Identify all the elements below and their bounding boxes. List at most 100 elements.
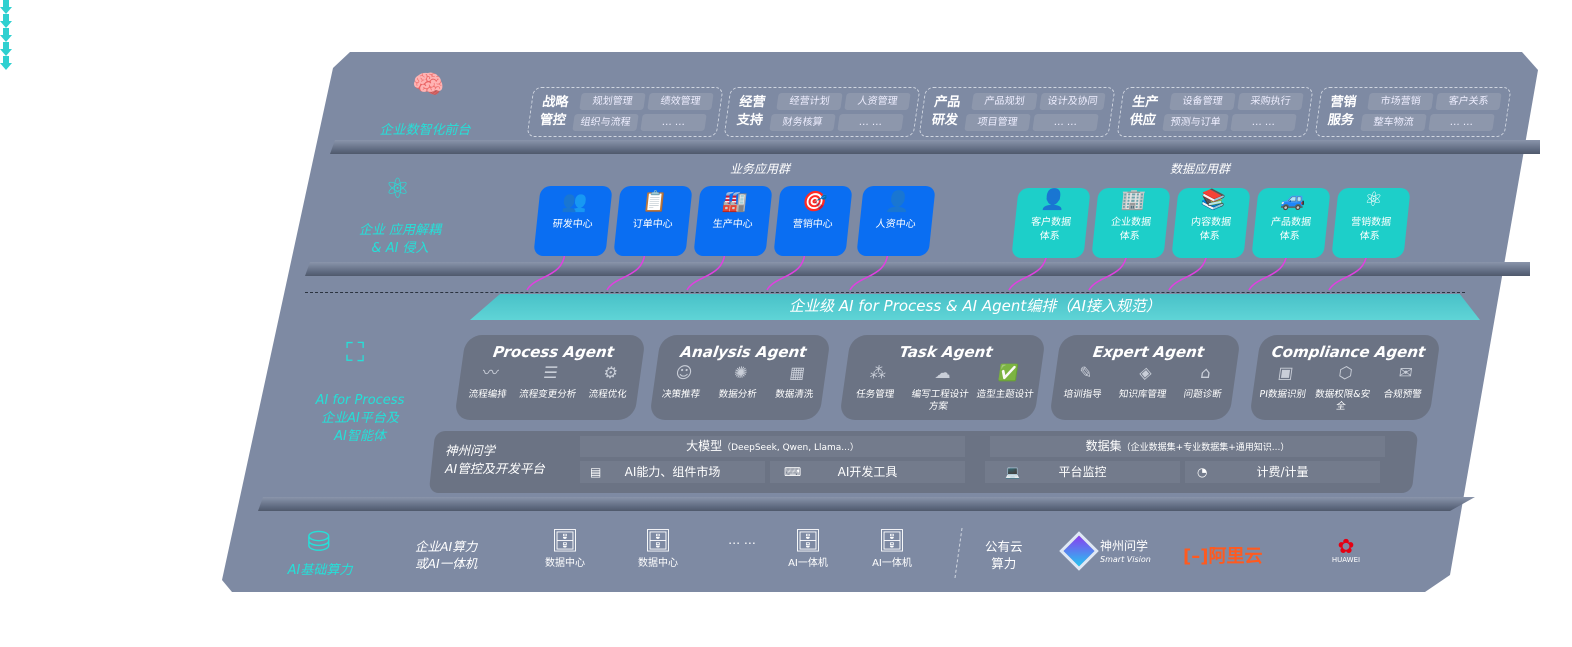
down-arrow-icon xyxy=(0,0,12,14)
compute-item: 🗄 AI一体机 xyxy=(778,529,838,570)
platform-title: 神州问学 AI管控及开发平台 xyxy=(445,442,545,478)
agent-name: Analysis Agent xyxy=(679,343,808,361)
label-line: AI智能体 xyxy=(334,429,386,444)
data-app-card[interactable]: 🏢 企业数据体系 xyxy=(1091,187,1171,258)
compute-item: … … xyxy=(712,533,772,547)
compute-item: 🗄 数据中心 xyxy=(535,530,595,570)
agent-card[interactable]: Analysis Agent ☺ 决策推荐 ✺ 数据分析 ▦ 数据清洗 xyxy=(649,335,831,420)
smartvision-text: 神州问学 Smart Vision xyxy=(1100,539,1151,567)
server-icon: 🗄 xyxy=(794,529,822,554)
layer-label-apps: 企业 应用解耦 & AI 侵入 xyxy=(345,222,455,258)
agent-name: Task Agent xyxy=(898,343,994,361)
dashed-separator xyxy=(305,292,1465,293)
llm-bar: 大模型（DeepSeek, Qwen, Llama...） xyxy=(580,436,965,457)
agent-capability[interactable]: ✎ 培训指导 xyxy=(1052,363,1116,401)
vendor-name: 神州问学 xyxy=(1100,539,1149,553)
front-group-item[interactable]: 绩效管理 xyxy=(647,93,714,110)
front-group-item[interactable]: … … xyxy=(1230,114,1297,131)
front-group-item[interactable]: 客户关系 xyxy=(1435,93,1502,110)
dataset-label: 数据集 xyxy=(1085,439,1122,453)
biz-app-card[interactable]: 👤 人资中心 xyxy=(856,186,936,256)
agent-capability[interactable]: ⁂ 任务管理 xyxy=(840,363,911,413)
agent-capability[interactable]: ◈ 知识库管理 xyxy=(1112,363,1176,401)
agent-capability[interactable]: ⚙ 流程优化 xyxy=(577,363,641,401)
agent-capability[interactable]: ▣ PI数据识别 xyxy=(1250,363,1316,413)
biz-app-card[interactable]: 🎯 营销中心 xyxy=(773,186,853,256)
agent-capability[interactable]: ☁ 编写工程设计方案 xyxy=(905,363,976,413)
front-group-item[interactable]: 规划管理 xyxy=(579,93,646,110)
app-label: 研发中心 xyxy=(552,219,594,230)
front-group-item[interactable]: … … xyxy=(1032,114,1099,131)
agent-capability[interactable]: ✉ 合规预警 xyxy=(1370,363,1436,413)
front-group-title: 生产供应 xyxy=(1128,95,1160,128)
compute-item-label: 数据中心 xyxy=(545,558,585,569)
agent-card[interactable]: Process Agent 〰流程编排 ☰ 流程变更分析 ⚙ 流程优化 xyxy=(454,335,646,420)
aliyun-logo: [–]阿里云 xyxy=(1183,542,1262,568)
agent-capability[interactable]: ⬡ 数据权限&安全 xyxy=(1310,363,1376,413)
connector-arrow xyxy=(766,249,806,291)
front-group-item[interactable]: 市场营销 xyxy=(1367,93,1434,110)
devtools-button[interactable]: ⌨ AI开发工具 xyxy=(770,461,965,483)
front-group-item[interactable]: 设备管理 xyxy=(1169,93,1236,110)
connector-arrow xyxy=(686,249,726,291)
front-group-item[interactable]: 设计及协同 xyxy=(1039,93,1106,110)
billing-button[interactable]: ◔ 计费/计量 xyxy=(1185,461,1380,483)
capability-label: PI数据识别 xyxy=(1258,389,1307,400)
monitor-button[interactable]: 💻 平台监控 xyxy=(985,461,1180,483)
front-group-item[interactable]: 采购执行 xyxy=(1237,93,1304,110)
capability-label: 任务管理 xyxy=(855,389,895,400)
capability-icon: ☁ xyxy=(933,363,953,382)
agent-capability[interactable]: ✅ 造型主题设计 xyxy=(970,363,1041,413)
down-arrow-icon xyxy=(0,56,12,70)
agent-capability[interactable]: ✺ 数据分析 xyxy=(709,363,770,401)
agent-capability[interactable]: ☰ 流程变更分析 xyxy=(517,363,581,401)
biz-app-card[interactable]: 👥 研发中心 xyxy=(533,186,613,256)
front-group-item[interactable]: 预测与订单 xyxy=(1162,114,1229,131)
agent-capabilities: ▣ PI数据识别 ⬡ 数据权限&安全 ✉ 合规预警 xyxy=(1250,363,1436,413)
data-app-card[interactable]: 🚙 产品数据体系 xyxy=(1251,187,1331,258)
data-app-card[interactable]: 👤 客户数据体系 xyxy=(1011,187,1091,258)
front-group-item[interactable]: 组织与流程 xyxy=(572,114,639,131)
front-group-title: 营销服务 xyxy=(1326,95,1358,128)
front-group-item[interactable]: 人资管理 xyxy=(844,93,911,110)
layer-divider xyxy=(258,497,1475,511)
agent-card[interactable]: Task Agent ⁂ 任务管理 ☁ 编写工程设计方案 ✅ 造型主题设计 xyxy=(839,335,1046,420)
layer-divider xyxy=(305,262,1530,276)
biz-app-card[interactable]: 🏭 生产中心 xyxy=(693,186,773,256)
agent-card[interactable]: Expert Agent ✎ 培训指导 ◈ 知识库管理 ⌂ 问题诊断 xyxy=(1049,335,1241,420)
front-group-item[interactable]: … … xyxy=(1428,114,1495,131)
app-icon: 📋 xyxy=(641,189,669,213)
orchestration-banner xyxy=(470,294,1480,320)
front-group-item[interactable]: 项目管理 xyxy=(964,114,1031,131)
agent-card[interactable]: Compliance Agent ▣ PI数据识别 ⬡ 数据权限&安全 ✉ 合规预警 xyxy=(1249,335,1441,420)
platform-title-line: AI管控及开发平台 xyxy=(445,461,545,476)
front-group-item[interactable]: … … xyxy=(837,114,904,131)
front-group-title: 战略管控 xyxy=(538,95,570,128)
data-app-card[interactable]: ⚛ 营销数据体系 xyxy=(1331,187,1411,258)
agent-capability[interactable]: ☺ 决策推荐 xyxy=(652,363,713,401)
agent-capability[interactable]: ▦ 数据清洗 xyxy=(765,363,826,401)
front-group-title: 产品研发 xyxy=(930,95,962,128)
capability-icon: ☰ xyxy=(542,363,560,382)
server-icon: 🗄 xyxy=(644,529,672,554)
biz-app-card[interactable]: 📋 订单中心 xyxy=(613,186,693,256)
front-group-item[interactable]: 产品规划 xyxy=(971,93,1038,110)
front-group: 产品研发 产品规划 设计及协同 项目管理… … xyxy=(918,87,1116,137)
front-group-item[interactable]: 整车物流 xyxy=(1360,114,1427,131)
capability-label: 数据分析 xyxy=(717,389,758,400)
front-group-item[interactable]: 经营计划 xyxy=(776,93,843,110)
label-line: 企业AI平台及 xyxy=(321,411,399,426)
front-group-item[interactable]: … … xyxy=(640,114,707,131)
data-apps-title: 数据应用群 xyxy=(1169,162,1230,176)
front-group-item[interactable]: 财务核算 xyxy=(769,114,836,131)
data-app-card[interactable]: 📚 内容数据体系 xyxy=(1171,187,1251,258)
agent-capability[interactable]: 〰流程编排 xyxy=(457,363,521,401)
compute-item: 🗄 AI一体机 xyxy=(862,530,922,570)
compute-item-label: 数据中心 xyxy=(638,558,678,569)
capability-icon: ✅ xyxy=(996,363,1020,382)
market-button[interactable]: ▤ AI能力、组件市场 xyxy=(580,461,765,483)
agent-capability[interactable]: ⌂ 问题诊断 xyxy=(1172,363,1236,401)
capability-label: 造型主题设计 xyxy=(975,389,1035,400)
label-line: 或AI一体机 xyxy=(415,556,478,571)
capability-label: 问题诊断 xyxy=(1182,389,1223,400)
